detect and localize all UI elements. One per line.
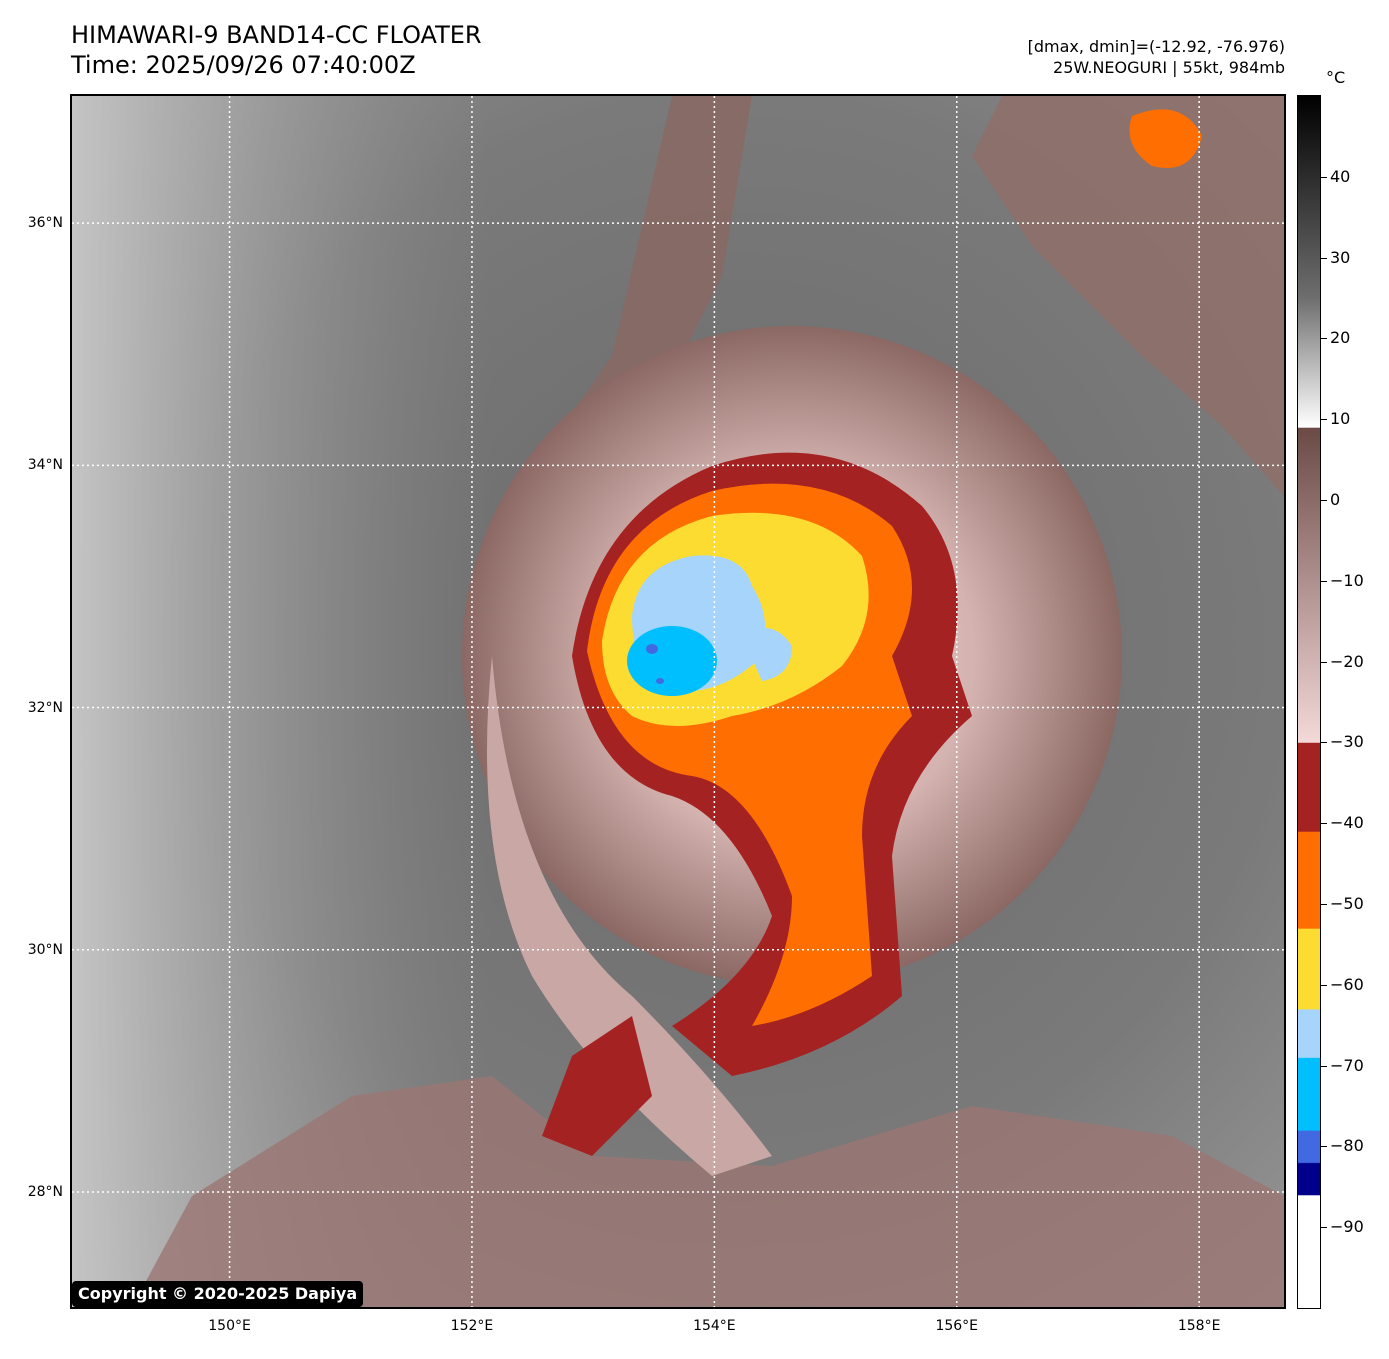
colorbar-tick bbox=[1321, 419, 1327, 421]
cold-tops-royalblue-2 bbox=[656, 678, 664, 684]
colorbar-tick bbox=[1321, 661, 1327, 663]
colorbar-tick bbox=[1321, 500, 1327, 501]
latitude-label: 30°N bbox=[27, 941, 63, 958]
colorbar-tick-label: −70 bbox=[1330, 1055, 1364, 1075]
colorbar-tick-label: −60 bbox=[1330, 974, 1364, 994]
colorbar-tick-label: −40 bbox=[1330, 813, 1364, 833]
ir-imagery bbox=[72, 96, 1284, 1307]
cold-tops-northeast bbox=[1129, 109, 1202, 168]
colorbar-tick bbox=[1321, 338, 1327, 340]
longitude-label: 154°E bbox=[693, 1318, 736, 1334]
colorbar-tick bbox=[1321, 1146, 1327, 1148]
latitude-label: 34°N bbox=[27, 457, 63, 474]
latitude-label: 36°N bbox=[27, 215, 63, 232]
colorbar-tick bbox=[1321, 823, 1327, 825]
colorbar-tick-label: 40 bbox=[1330, 166, 1351, 186]
cold-tops-red-south bbox=[542, 1016, 652, 1156]
longitude-label: 158°E bbox=[1177, 1318, 1221, 1334]
timestamp-title: Time: 2025/09/26 07:40:00Z bbox=[71, 51, 416, 79]
colorbar-tick-label: 20 bbox=[1330, 328, 1351, 348]
lat-lon-gridlines bbox=[72, 96, 1284, 1307]
latitude-label: 32°N bbox=[27, 699, 63, 716]
colorbar-tick bbox=[1321, 257, 1327, 259]
colorbar-tick bbox=[1321, 1065, 1327, 1067]
chart-title: HIMAWARI-9 BAND14-CC FLOATER bbox=[71, 21, 482, 49]
longitude-label: 150°E bbox=[208, 1318, 251, 1334]
colorbar-tick bbox=[1321, 1227, 1327, 1229]
cloud-band-northeast bbox=[972, 96, 1284, 496]
cold-tops-lightblue-east bbox=[742, 628, 792, 681]
colorbar-tick bbox=[1321, 742, 1327, 744]
colorbar-tick-label: 0 bbox=[1330, 490, 1341, 509]
colorbar-tick-label: −90 bbox=[1330, 1217, 1364, 1237]
latitude-label: 28°N bbox=[27, 1183, 63, 1200]
cold-tops-cyan bbox=[627, 626, 717, 696]
colorbar-tick-label: 30 bbox=[1330, 247, 1351, 267]
colorbar-tick bbox=[1321, 904, 1327, 905]
colorbar-tick-label: 10 bbox=[1330, 409, 1351, 429]
satellite-map bbox=[70, 94, 1286, 1309]
cloud-band-north bbox=[542, 96, 752, 476]
colorbar-tick bbox=[1321, 580, 1327, 582]
colorbar-tick-label: −20 bbox=[1330, 651, 1364, 671]
colorbar-tick-label: −50 bbox=[1330, 894, 1364, 913]
colorbar bbox=[1297, 95, 1321, 1309]
colorbar-tick-label: −30 bbox=[1330, 732, 1364, 752]
longitude-label: 152°E bbox=[450, 1318, 494, 1334]
colorbar-tick-label: −80 bbox=[1330, 1136, 1364, 1156]
colorbar-tick bbox=[1321, 984, 1327, 986]
colorbar-tick bbox=[1321, 176, 1327, 178]
longitude-label: 156°E bbox=[935, 1318, 979, 1334]
colorbar-unit: °C bbox=[1326, 68, 1346, 87]
copyright-label: Copyright © 2020-2025 Dapiya bbox=[72, 1281, 364, 1307]
cold-tops-royalblue bbox=[646, 644, 658, 654]
colorbar-tick-label: −10 bbox=[1330, 570, 1364, 590]
storm-info: 25W.NEOGURI | 55kt, 984mb bbox=[1053, 58, 1285, 77]
dmax-dmin-info: [dmax, dmin]=(-12.92, -76.976) bbox=[1027, 37, 1285, 56]
